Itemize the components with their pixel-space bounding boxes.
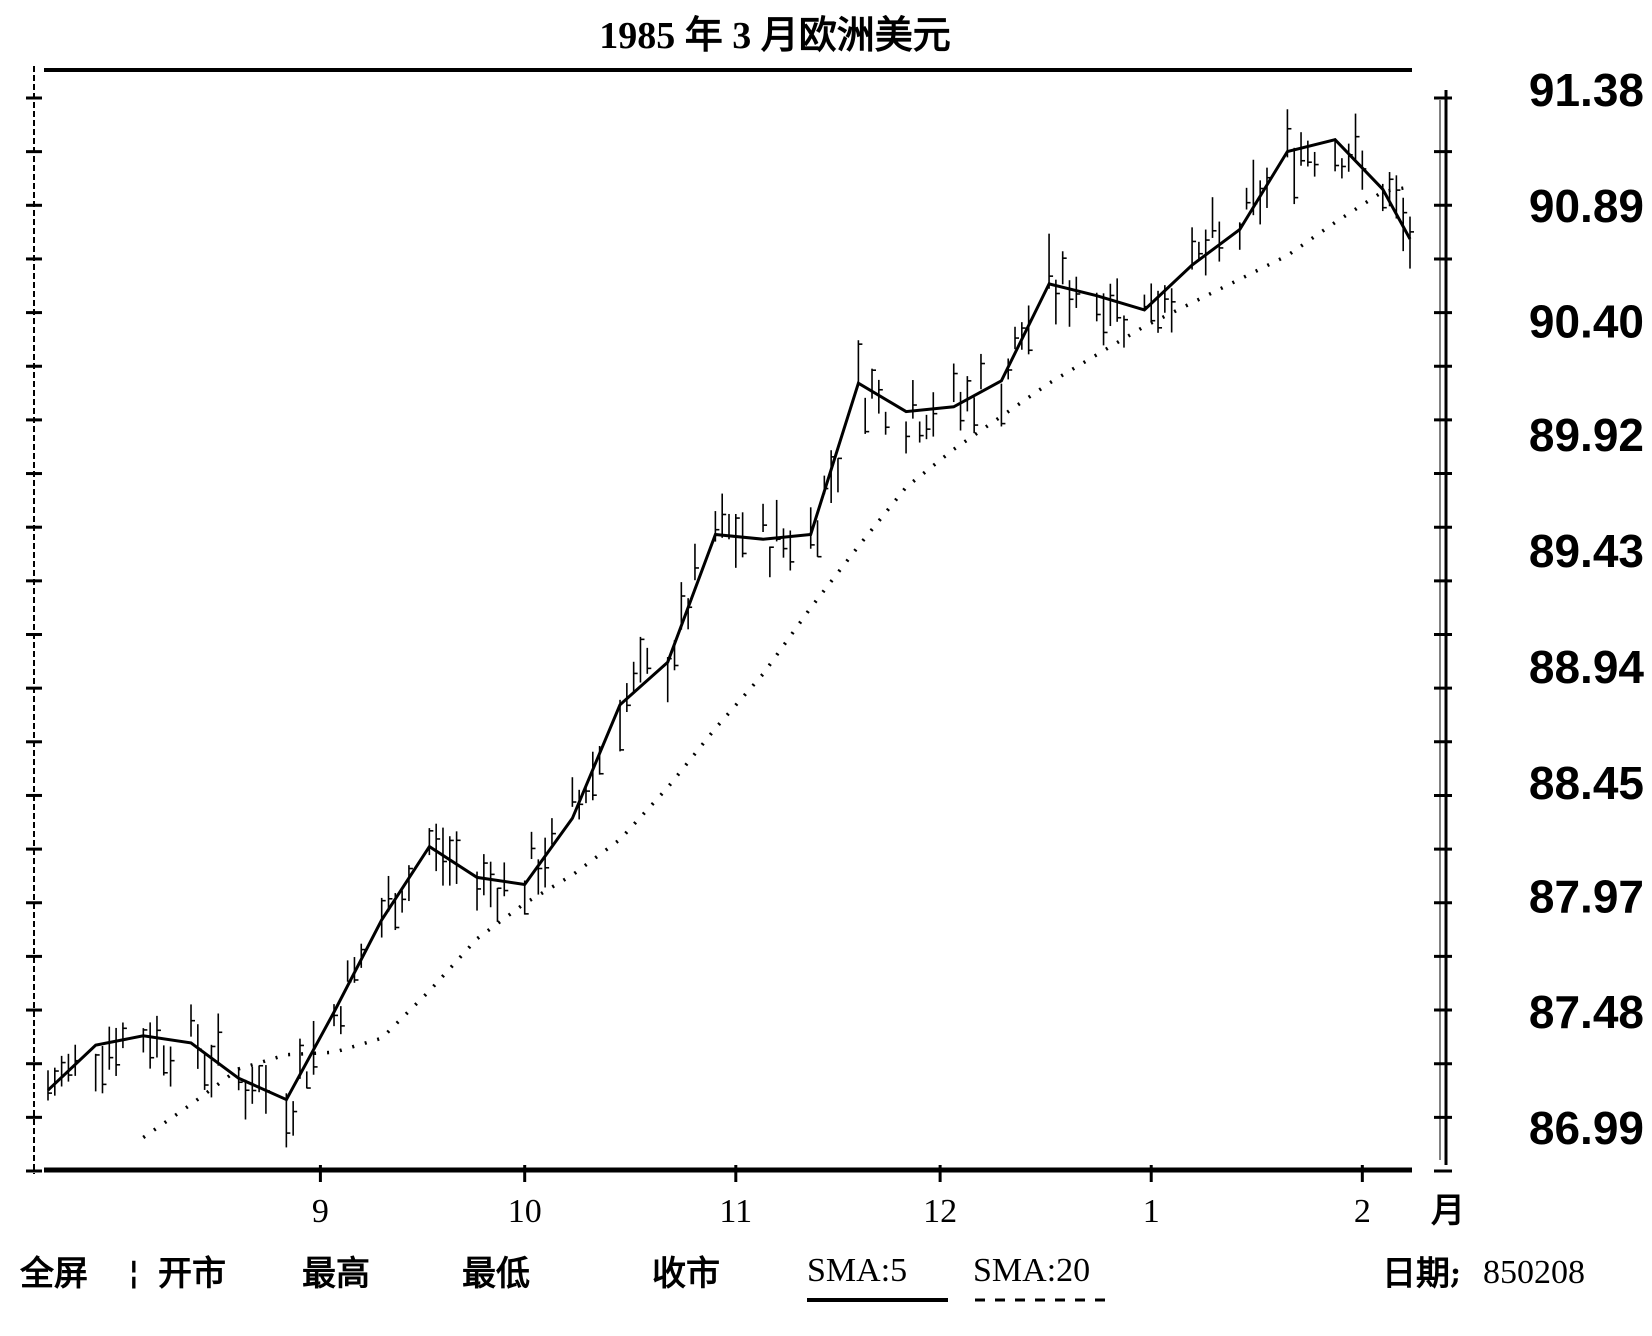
x-tick-label: 10	[508, 1193, 542, 1230]
x-tick-label: 9	[312, 1193, 329, 1230]
y-tick-label: 89.92	[1529, 409, 1644, 461]
y-axis-labels: 91.38 90.89 90.40 89.92 89.43 88.94 88.45 87.97…	[1529, 64, 1645, 1154]
y-tick-label: 86.99	[1529, 1102, 1644, 1154]
x-tick-label: 11	[719, 1193, 752, 1230]
x-tick-label: 2	[1354, 1193, 1371, 1230]
y-tick-label: 87.97	[1529, 870, 1644, 922]
date-label: 日期	[1382, 1254, 1450, 1294]
y-tick-label: 90.89	[1529, 180, 1644, 232]
bottom-toolbar: 全屏 ¦ 开市 最高 最低 收市 SMA:5 SMA:20 日期 ; 85020…	[19, 1252, 1585, 1302]
y-tick-label: 87.48	[1529, 986, 1644, 1038]
left-tick-marks	[26, 96, 42, 1173]
high-price-button[interactable]: 最高	[302, 1254, 370, 1294]
sma20-legend-button[interactable]: SMA:20	[973, 1252, 1090, 1289]
fullscreen-button[interactable]: 全屏	[19, 1254, 88, 1294]
series-layer	[46, 138, 1412, 1139]
open-price-button[interactable]: 开市	[158, 1254, 226, 1294]
date-value: 850208	[1483, 1254, 1585, 1291]
right-tick-marks	[1434, 96, 1452, 1173]
y-tick-label: 88.94	[1529, 641, 1645, 693]
y-tick-label: 88.45	[1529, 757, 1644, 809]
x-axis-labels: 9 10 11 12 1 2	[312, 1193, 1371, 1230]
toolbar-separator: ¦	[128, 1253, 140, 1291]
y-tick-label: 91.38	[1529, 64, 1644, 116]
sma5-line	[46, 138, 1412, 1102]
date-separator: ;	[1450, 1256, 1461, 1291]
plot-frame	[33, 66, 1448, 1174]
close-price-button[interactable]: 收市	[652, 1254, 720, 1294]
y-tick-label: 90.40	[1529, 296, 1644, 348]
x-tick-label: 1	[1143, 1193, 1160, 1230]
low-price-button[interactable]: 最低	[462, 1254, 530, 1294]
y-tick-label: 89.43	[1529, 525, 1644, 577]
price-bars	[47, 109, 1414, 1148]
x-tick-label: 12	[923, 1193, 957, 1230]
sma5-legend-button[interactable]: SMA:5	[807, 1252, 907, 1289]
sma20-line	[142, 185, 1411, 1139]
x-unit-label: 月	[1431, 1191, 1465, 1231]
x-tick-marks	[318, 1165, 1364, 1182]
chart-title: 1985 年 3 月欧洲美元	[599, 15, 951, 57]
